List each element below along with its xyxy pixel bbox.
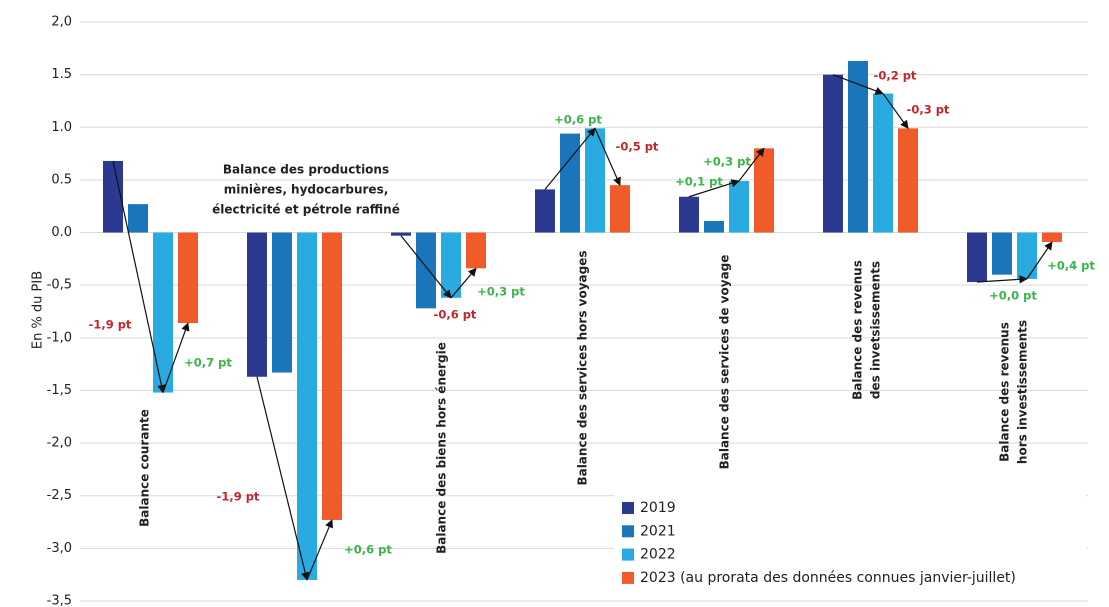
change-arrow [832, 74, 884, 95]
legend-swatch [622, 571, 634, 584]
bar [153, 232, 173, 393]
change-label: +0,3 pt [703, 155, 751, 169]
y-tick-label: 0.5 [51, 172, 72, 187]
bar [967, 232, 987, 283]
y-tick-label: 1.0 [51, 120, 72, 135]
change-arrow [162, 322, 190, 393]
y-tick-label: 0.0 [51, 225, 72, 240]
bar [754, 148, 774, 233]
bar [128, 204, 148, 233]
bar [247, 232, 267, 377]
change-label: -1,9 pt [89, 318, 132, 332]
bar [297, 232, 317, 580]
bar [272, 232, 292, 373]
change-label: +0,3 pt [477, 285, 525, 299]
legend-label: 2022 [640, 547, 676, 563]
change-arrow [594, 128, 621, 186]
category-label: Balance des services hors voyages [576, 250, 590, 485]
legend-swatch [622, 548, 634, 561]
y-tick-label: -2,5 [47, 488, 72, 503]
bar [560, 133, 580, 233]
category-label: Balance des revenus [851, 260, 865, 400]
y-tick-label: -1,0 [47, 330, 72, 345]
category-label: Balance courante [138, 409, 152, 527]
legend-swatch [622, 502, 634, 514]
y-tick-label: 2,0 [51, 15, 72, 30]
bar [704, 220, 724, 233]
y-tick-label: -3,5 [47, 594, 72, 607]
change-label: -0,6 pt [434, 308, 477, 322]
bar [823, 74, 843, 233]
change-arrow [544, 127, 596, 190]
bar [1042, 232, 1062, 243]
legend-label: 2021 [640, 523, 676, 539]
bar [466, 232, 486, 269]
category-label: des invetsissements [869, 261, 883, 399]
change-label: -1,9 pt [217, 490, 260, 504]
bar [992, 232, 1012, 275]
change-arrow [256, 376, 310, 581]
change-arrow [400, 235, 452, 299]
legend-label: 2023 (au prorata des données connues jan… [640, 570, 1016, 586]
change-label: +0,4 pt [1047, 259, 1095, 273]
legend-label: 2019 [640, 500, 676, 516]
change-arrow [688, 179, 740, 198]
bar [1017, 232, 1037, 279]
bar [416, 232, 436, 309]
bar [535, 189, 555, 233]
change-arrow [112, 160, 166, 394]
legend-box [614, 492, 1086, 598]
y-tick-label: -1,5 [47, 383, 72, 398]
category-label: Balance des biens hors énergie [435, 342, 449, 554]
bar [873, 93, 893, 233]
bar [322, 232, 342, 520]
bar [103, 160, 123, 233]
bar [898, 128, 918, 233]
change-label: +0,0 pt [989, 289, 1037, 303]
change-arrow [738, 147, 765, 182]
legend-swatch [622, 525, 634, 538]
y-tick-label: -2,0 [47, 436, 72, 451]
y-tick-label: 1.5 [51, 67, 72, 82]
change-label: +0,1 pt [675, 175, 723, 189]
change-arrow [882, 93, 909, 130]
bar [391, 232, 411, 236]
category-label: hors investissements [1016, 320, 1030, 464]
bar [441, 232, 461, 298]
bar [610, 185, 630, 233]
category-label: électricité et pétrole raffiné [212, 203, 400, 217]
change-label: +0,6 pt [344, 543, 392, 557]
change-label: -0,5 pt [616, 140, 659, 154]
category-label: Balance des services de voyage [718, 255, 732, 470]
change-label: +0,6 pt [554, 113, 602, 127]
change-label: -0,2 pt [874, 69, 917, 83]
y-tick-label: -0,5 [47, 278, 72, 293]
bar [848, 60, 868, 233]
change-label: -0,3 pt [907, 103, 950, 117]
category-label: minières, hydocarbures, [224, 183, 389, 197]
category-label: Balance des productions [223, 163, 389, 177]
bar [679, 196, 699, 233]
change-arrow [306, 519, 333, 581]
change-label: +0,7 pt [184, 356, 232, 370]
bar [178, 232, 198, 324]
bar [585, 128, 605, 233]
change-arrow [976, 275, 1028, 284]
legend: 2019 2021 2022 2023 (au prorata des données… [614, 492, 1086, 598]
bar [729, 180, 749, 233]
change-arrow [450, 267, 477, 299]
y-axis-title: En % du PIB [31, 271, 46, 349]
change-arrow [1026, 241, 1053, 280]
y-tick-label: -3,0 [47, 541, 72, 556]
category-label: Balance des revenus [998, 322, 1012, 462]
